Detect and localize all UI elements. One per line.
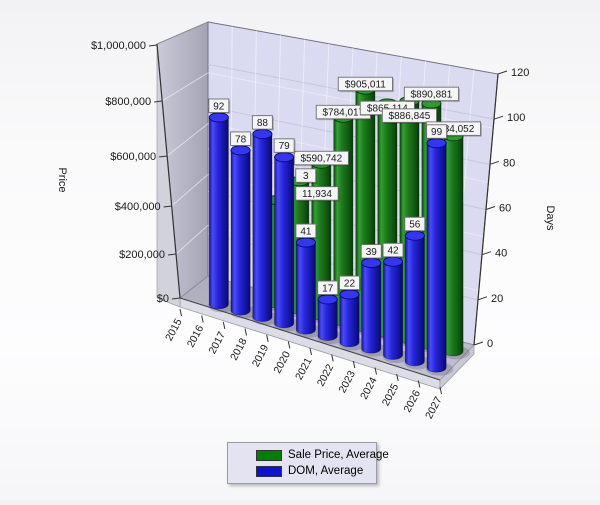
bar-dom-2022 bbox=[338, 289, 367, 351]
bar-dom-2016 bbox=[208, 112, 236, 313]
days-axis-title: Days bbox=[544, 205, 556, 231]
price-tick-label: $1,000,000 bbox=[91, 40, 146, 52]
days-tick-label: 60 bbox=[499, 203, 511, 215]
year-tick-label: 2019 bbox=[250, 343, 272, 369]
bar-dom-2025 bbox=[404, 230, 432, 370]
svg-text:$905,011: $905,011 bbox=[345, 80, 386, 91]
price-tick-label: $200,000 bbox=[119, 249, 165, 261]
bar-dom-2024 bbox=[382, 256, 410, 364]
days-tick-label: 0 bbox=[487, 338, 493, 350]
price-tick-label: $800,000 bbox=[105, 96, 151, 108]
days-tick-label: 100 bbox=[507, 112, 525, 124]
bar-label-sale-price-2022: $905,011 bbox=[337, 76, 394, 93]
svg-text:$886,845: $886,845 bbox=[389, 111, 431, 122]
svg-text:$784,052: $784,052 bbox=[433, 124, 475, 135]
bar-label-dom-2023: 39 bbox=[360, 244, 383, 260]
bar-dom-2021 bbox=[317, 294, 345, 344]
svg-text:$890,881: $890,881 bbox=[411, 90, 453, 101]
svg-text:39: 39 bbox=[366, 247, 378, 258]
bar-dom-2019 bbox=[273, 152, 301, 332]
year-tick-label: 2016 bbox=[185, 323, 207, 349]
year-tick-label: 2026 bbox=[401, 388, 423, 414]
price-tick-label: $400,000 bbox=[115, 201, 161, 213]
year-tick-label: 2027 bbox=[423, 395, 445, 421]
bar-label-dom-2018: 88 bbox=[251, 115, 274, 131]
legend: Sale Price, Average DOM, Average bbox=[227, 442, 389, 484]
svg-text:78: 78 bbox=[235, 134, 247, 145]
days-tick-label: 80 bbox=[503, 157, 515, 169]
svg-text:42: 42 bbox=[387, 246, 399, 257]
bar-label-dom-2019: 79 bbox=[273, 138, 296, 154]
svg-text:11,934: 11,934 bbox=[302, 189, 332, 200]
price-tick-label: $600,000 bbox=[110, 151, 156, 163]
year-tick-label: 2021 bbox=[293, 356, 315, 382]
svg-text:92: 92 bbox=[213, 101, 225, 112]
price-axis-title: Price bbox=[56, 167, 68, 192]
bar-label-dom-2025: 56 bbox=[404, 216, 427, 233]
svg-text:3: 3 bbox=[303, 171, 309, 182]
bar-label-dom-2024: 42 bbox=[382, 242, 405, 259]
days-tick-label: 20 bbox=[491, 293, 503, 305]
year-tick-label: 2023 bbox=[336, 369, 358, 395]
year-tick-label: 2018 bbox=[228, 336, 250, 362]
legend-swatch-dom-icon bbox=[256, 465, 282, 477]
svg-text:99: 99 bbox=[431, 127, 443, 138]
bar-label-sale-price-2025: $890,881 bbox=[403, 86, 460, 103]
bar-label-sale-price-2020: $590,742 bbox=[293, 150, 350, 167]
bar-label-dom-2021: 17 bbox=[317, 280, 340, 296]
year-tick-label: 2017 bbox=[206, 330, 228, 356]
svg-text:$590,742: $590,742 bbox=[300, 154, 342, 165]
days-tick-label: 40 bbox=[495, 248, 507, 260]
svg-text:22: 22 bbox=[344, 278, 356, 289]
bar-label-sale-price-2019: 3 bbox=[295, 168, 318, 184]
bar-label-dom-2026: 99 bbox=[426, 124, 448, 140]
legend-item-dom: DOM, Average bbox=[234, 463, 370, 479]
bar-label-dom-2020: 41 bbox=[295, 223, 318, 239]
svg-text:$784,017: $784,017 bbox=[322, 108, 364, 119]
bar-label-dom-2016: 92 bbox=[208, 98, 231, 114]
bar-label-dom-2022: 22 bbox=[339, 275, 361, 291]
svg-text:41: 41 bbox=[300, 226, 312, 237]
year-tick-label: 2025 bbox=[380, 382, 402, 408]
bar-label-dom-2017: 78 bbox=[230, 131, 253, 147]
year-tick-label: 2024 bbox=[358, 375, 380, 401]
svg-text:79: 79 bbox=[279, 141, 291, 152]
legend-label-sale-price: Sale Price, Average bbox=[288, 449, 389, 461]
legend-label-dom: DOM, Average bbox=[288, 465, 364, 477]
legend-item-sale-price: Sale Price, Average bbox=[234, 447, 389, 463]
series-dom-labels: 92 78 88 79 41 17 22 39 42 56 99 bbox=[208, 98, 448, 296]
svg-text:88: 88 bbox=[257, 118, 269, 129]
bar-dom-2026 bbox=[425, 138, 454, 376]
days-tick-label: 120 bbox=[511, 67, 529, 79]
bar-label-sale-price-2018: 11,934 bbox=[295, 186, 340, 202]
bar-dom-2017 bbox=[230, 145, 258, 319]
svg-text:56: 56 bbox=[409, 220, 421, 231]
year-tick-label: 2020 bbox=[271, 349, 293, 375]
series-dom bbox=[208, 112, 454, 376]
year-tick-label: 2015 bbox=[163, 317, 185, 343]
legend-swatch-sale-price-icon bbox=[256, 449, 282, 461]
bar-dom-2018 bbox=[251, 128, 279, 325]
price-tick-label: $0 bbox=[157, 293, 169, 305]
year-tick-label: 2022 bbox=[315, 362, 337, 388]
bar-label-sale-price-2024: $886,845 bbox=[381, 108, 438, 124]
bar-label-sale-price-2021: $784,017 bbox=[315, 104, 372, 121]
svg-text:17: 17 bbox=[322, 283, 334, 294]
bar-dom-2020 bbox=[295, 237, 323, 338]
